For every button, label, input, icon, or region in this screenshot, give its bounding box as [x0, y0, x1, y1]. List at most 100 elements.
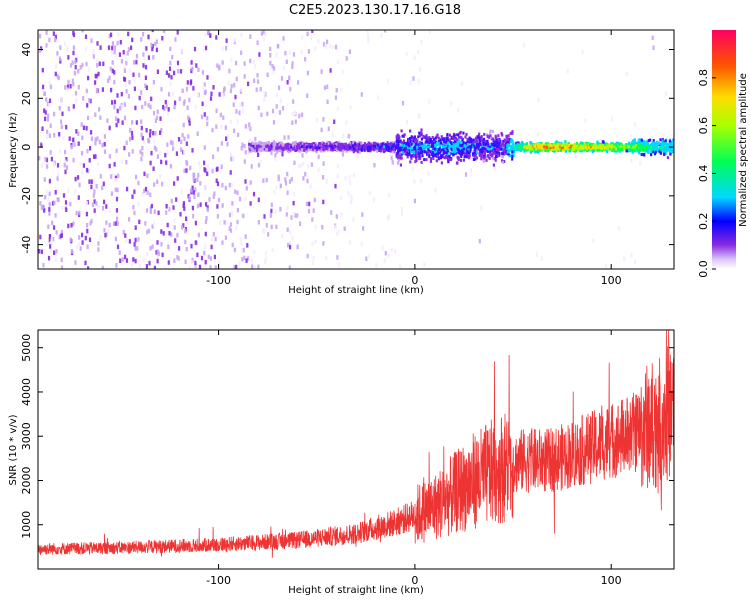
spectrogram-ridge-cell — [259, 142, 262, 146]
spectrogram-cell — [231, 201, 234, 206]
spectrogram-cell — [39, 234, 42, 240]
spectrogram-cell — [285, 212, 288, 217]
spectrogram-cell — [185, 141, 188, 146]
spectrogram-ridge-cell — [458, 131, 461, 135]
spectrogram-ridge-cell — [456, 138, 459, 142]
spectrogram-cell — [401, 100, 405, 106]
spectrogram-ridge-cell — [598, 148, 601, 152]
spectrogram-cell — [47, 196, 50, 202]
spectrogram-ridge-cell — [253, 147, 256, 151]
spectrogram-ridge-cell — [649, 138, 652, 142]
spectrogram-cell — [152, 55, 155, 60]
spectrogram-cell — [165, 103, 168, 109]
spectrogram-ridge-cell — [413, 135, 416, 139]
spectrogram-cell — [156, 179, 159, 184]
spectrogram-ridge-cell — [655, 145, 658, 149]
spectrogram-cell — [288, 75, 291, 80]
spectrogram-cell — [326, 84, 329, 90]
spectrogram-cell — [110, 191, 113, 196]
spectrogram-cell — [267, 232, 270, 237]
spectrogram-cell — [478, 238, 481, 244]
spectrogram-cell — [151, 224, 154, 229]
spectrogram-cell — [327, 126, 330, 132]
spectrogram-cell — [218, 92, 221, 97]
spectrogram-cell — [169, 46, 172, 52]
spectrogram-cell — [347, 191, 350, 196]
spectrogram-cell — [102, 181, 105, 187]
spectrogram-ridge-cell — [437, 140, 441, 144]
spectrogram-ridge-cell — [382, 145, 386, 149]
y-tick-label: 2000 — [20, 467, 33, 495]
spectrogram-cell — [651, 35, 654, 41]
spectrogram-cell — [162, 104, 165, 110]
spectrogram-ridge-cell — [622, 146, 626, 150]
spectrogram-cell — [132, 60, 136, 65]
spectrogram-cell — [229, 228, 233, 233]
spectrogram-cell — [249, 201, 252, 206]
spectrogram-cell — [69, 63, 73, 68]
spectrogram-cell — [82, 163, 85, 168]
spectrogram-ridge-cell — [603, 145, 606, 149]
spectrogram-ridge-cell — [529, 144, 532, 148]
x-tick-label: 0 — [411, 574, 418, 587]
spectrogram-cell — [282, 65, 285, 71]
spectrogram-ridge-cell — [482, 159, 485, 163]
spectrogram-cell — [113, 99, 117, 105]
spectrogram-ridge-cell — [668, 148, 671, 152]
spectrogram-cell — [64, 159, 67, 165]
spectrogram-ridge-cell — [611, 142, 614, 146]
spectrogram-cell — [263, 91, 266, 96]
spectrogram-cell — [171, 141, 174, 146]
spectrogram-ridge-cell — [529, 150, 532, 154]
spectrogram-cell — [73, 188, 77, 193]
spectrogram-ridge-cell — [419, 156, 422, 160]
spectrogram-cell — [62, 193, 66, 198]
x-tick-label: -100 — [206, 574, 231, 587]
spectrogram-ridge-cell — [403, 144, 406, 148]
spectrogram-cell — [113, 162, 116, 167]
spectrogram-cell — [386, 215, 389, 221]
spectrogram-ridge-cell — [653, 141, 656, 145]
spectrogram-ridge-cell — [646, 149, 649, 153]
spectrogram-ridge-cell — [450, 143, 454, 146]
spectrogram-cell — [108, 222, 111, 228]
spectrogram-ridge-cell — [309, 147, 312, 151]
spectrogram-ridge-cell — [575, 148, 578, 152]
spectrogram-cell — [54, 213, 57, 218]
spectrogram-cell — [224, 185, 227, 191]
spectrogram-ridge-cell — [409, 148, 413, 152]
spectrogram-cell — [159, 116, 162, 121]
spectrogram-cell — [383, 258, 386, 263]
spectrogram-ridge-cell — [504, 139, 507, 143]
spectrogram-ridge-cell — [429, 139, 432, 143]
spectrogram-cell — [241, 142, 244, 148]
spectrogram-cell — [243, 61, 246, 66]
spectrogram-cell — [98, 107, 101, 112]
spectrogram-ridge-cell — [444, 140, 447, 144]
spectrogram-cell — [165, 70, 168, 75]
spectrogram-cell — [190, 60, 193, 65]
spectrogram-ridge-cell — [582, 145, 585, 149]
spectrogram-cell — [186, 105, 189, 110]
spectrogram-ridge-cell — [653, 152, 657, 156]
spectrogram-cell — [70, 35, 73, 40]
spectrogram-cell — [44, 156, 47, 162]
spectrogram-ridge-cell — [369, 142, 372, 146]
spectrogram-ridge-cell — [435, 142, 439, 145]
spectrogram-ridge-cell — [504, 144, 507, 148]
spectrogram-ridge-cell — [405, 142, 408, 145]
spectrogram-cell — [156, 258, 159, 264]
spectrogram-ridge-cell — [456, 133, 459, 137]
spectrogram-cell — [417, 78, 420, 84]
spectrogram-cell — [151, 44, 154, 49]
spectrogram-ridge-cell — [567, 143, 571, 147]
spectrogram-cell — [194, 260, 197, 266]
spectrogram-ridge-cell — [262, 145, 266, 149]
spectrogram-cell — [140, 132, 143, 138]
spectrogram-cell — [275, 185, 278, 190]
spectrogram-ridge-cell — [442, 144, 445, 148]
spectrogram-cell — [226, 141, 229, 147]
spectrogram-ridge-cell — [483, 146, 486, 150]
spectrogram-cell — [181, 133, 184, 138]
spectrogram-cell — [344, 176, 347, 181]
